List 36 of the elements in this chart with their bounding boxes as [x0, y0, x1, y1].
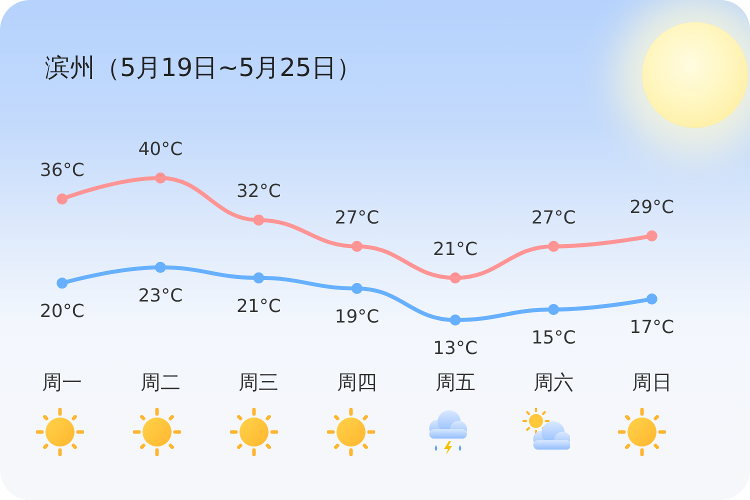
x-tick-label: 周三 [238, 370, 279, 394]
x-tick-label: 周六 [534, 370, 574, 394]
point [450, 272, 461, 284]
point [548, 240, 560, 252]
x-tick-label: 周日 [632, 370, 672, 394]
point [352, 240, 362, 252]
point [253, 214, 264, 226]
x-tick-label: 周一 [42, 370, 82, 394]
data-label: 20°C [40, 301, 84, 322]
data-label: 32°C [236, 181, 281, 202]
point [646, 293, 658, 304]
data-label: 21°C [433, 238, 478, 260]
point [450, 314, 461, 326]
point [154, 262, 166, 273]
data-label: 36°C [40, 160, 84, 182]
data-label: 15°C [531, 327, 576, 348]
x-tick-label: 周四 [337, 370, 377, 394]
data-label: 29°C [630, 196, 674, 218]
data-label: 40°C [138, 139, 183, 160]
point [548, 304, 560, 315]
data-label: 13°C [433, 338, 478, 359]
point [56, 194, 68, 205]
data-label: 23°C [138, 285, 183, 306]
point [352, 282, 362, 294]
data-label: 17°C [630, 316, 674, 338]
data-label: 27°C [334, 207, 380, 228]
point [154, 172, 166, 184]
data-label: 19°C [334, 306, 380, 328]
chart-title: 滨州（5月19日~5月25日） [45, 53, 362, 82]
point [646, 230, 658, 242]
x-tick-label: 周二 [140, 370, 180, 394]
point [56, 278, 68, 289]
x-tick-label: 周五 [435, 370, 476, 394]
data-label: 27°C [531, 207, 576, 228]
point [253, 272, 264, 284]
data-label: 21°C [236, 296, 281, 317]
